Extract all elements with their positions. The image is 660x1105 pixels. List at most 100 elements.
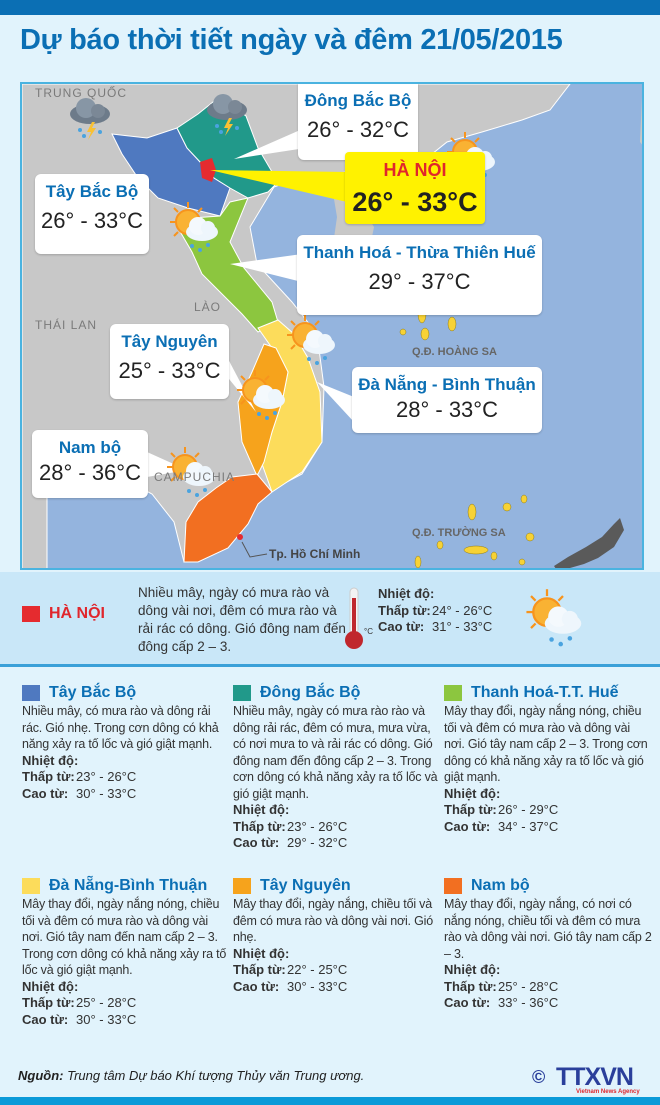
callout-temp: 26° - 33°C: [41, 208, 143, 233]
high-value: 34° - 37°C: [498, 818, 559, 834]
callout-region-name: HÀ NỘI: [383, 160, 447, 180]
callout-da-nang-binh-thuan: Đà Nẵng - Bình Thuận 28° - 33°C: [352, 367, 542, 433]
region-color-swatch: [444, 877, 462, 894]
high-value: 33° - 36°C: [498, 995, 559, 1010]
low-value: 23° - 26°C: [76, 769, 137, 784]
region-color-swatch: [22, 877, 40, 894]
region-nam-bo: [183, 473, 273, 563]
temp-title: Nhiệt độ:: [22, 752, 79, 768]
region-title: Nam bộ: [444, 876, 652, 895]
high-label: Cao từ:: [444, 995, 491, 1010]
high-value: 30° - 33°C: [287, 978, 348, 994]
low-label: Thấp từ:: [444, 802, 497, 817]
truong-sa-islands: [414, 494, 535, 568]
callout-tay-bac-bo: Tây Bắc Bộ 26° - 33°C: [35, 174, 149, 254]
label-laos: LÀO: [194, 300, 222, 314]
region-hanoi: [200, 158, 216, 182]
callout-dong-bac-bo: Đông Bắc Bộ 26° - 32°C: [298, 84, 418, 160]
label-truong-sa: Q.Đ. TRƯỜNG SA: [412, 527, 506, 539]
luzon-edge: [640, 97, 642, 145]
region-dong-bac-bo: Đông Bắc Bộ Nhiều mây, ngày có mưa rào r…: [233, 683, 439, 852]
region-description: Mây thay đổi, ngày nắng, chiều tối và đê…: [233, 897, 433, 944]
hcm-city-leader: [241, 541, 268, 558]
high-label: Cao từ:: [378, 619, 425, 634]
palawan-island: [554, 518, 624, 568]
low-value: 24° - 26°C: [432, 602, 493, 618]
region-title: Tây Bắc Bộ: [22, 683, 230, 702]
temp-title: Nhiệt độ:: [233, 802, 290, 817]
region-description: Mây thay đổi, ngày nắng nóng, chiều tối …: [22, 897, 227, 977]
region-description: Nhiều mây, ngày có mưa rào rào và dông r…: [233, 704, 438, 801]
callout-ha-noi: HÀ NỘI 26° - 33°C: [345, 152, 485, 224]
bottom-bar: [0, 1097, 660, 1105]
logo-tagline: Vietnam News Agency: [576, 1089, 640, 1095]
low-value: 26° - 29°C: [498, 802, 559, 817]
callout-region-name: Đà Nẵng - Bình Thuận: [358, 375, 536, 394]
low-label: Thấp từ:: [233, 962, 286, 977]
low-value: 23° - 26°C: [287, 818, 348, 834]
callout-pointer-da-nang: [317, 382, 354, 422]
low-label: Thấp từ:: [233, 818, 286, 834]
callout-region-name: Đông Bắc Bộ: [304, 91, 412, 110]
region-description: Mây thay đổi, ngày nắng nóng, chiều tối …: [444, 704, 648, 784]
high-label: Cao từ:: [444, 818, 491, 834]
region-name: Nam bộ: [471, 877, 530, 894]
temp-title: Nhiệt độ:: [444, 962, 501, 977]
label-hoang-sa: Q.Đ. HOÀNG SA: [412, 346, 497, 358]
temp-title: Nhiệt độ:: [22, 978, 79, 994]
high-value: 30° - 33°C: [76, 785, 137, 801]
low-label: Thấp từ:: [378, 602, 431, 618]
hanoi-label: HÀ NỘI: [22, 605, 105, 623]
hcm-city-marker: [237, 534, 243, 540]
region-color-swatch: [22, 684, 40, 701]
hanoi-name: HÀ NỘI: [49, 605, 105, 622]
region-color-swatch: [233, 877, 251, 894]
callout-pointer-dong-bac: [234, 127, 312, 159]
ttxvn-logo: © TTXVN Vietnam News Agency: [532, 1063, 647, 1097]
hanoi-color-swatch: [22, 605, 40, 622]
high-label: Cao từ:: [22, 1011, 69, 1027]
region-description: Mây thay đổi, ngày nắng, có nơi có nắng …: [444, 897, 652, 961]
thermometer-unit: °C: [364, 627, 373, 636]
label-china: TRUNG QUỐC: [35, 86, 127, 100]
thermometer-icon: °C: [345, 587, 373, 649]
page-title: Dự báo thời tiết ngày và đêm 21/05/2015: [20, 24, 563, 56]
region-name: Tây Nguyên: [260, 877, 351, 894]
region-tay-nguyen: Tây Nguyên Mây thay đổi, ngày nắng, chiề…: [233, 876, 441, 995]
region-title: Đà Nẵng-Bình Thuận: [22, 876, 230, 895]
callout-temp: 29° - 37°C: [368, 269, 471, 294]
high-value: 31° - 33°C: [432, 619, 493, 634]
source-note: Nguồn: Trung tâm Dự báo Khí tượng Thủy v…: [18, 1068, 364, 1083]
sun-cloud-rain-icon: [525, 588, 583, 648]
region-thanh-hoa-hue: Thanh Hoá-T.T. Huế Mây thay đổi, ngày nắ…: [444, 683, 652, 835]
low-label: Thấp từ:: [22, 769, 75, 784]
label-thailand: THÁI LAN: [35, 318, 98, 332]
region-title: Tây Nguyên: [233, 876, 441, 895]
callout-thanh-hoa-hue: Thanh Hoá - Thừa Thiên Huế 29° - 37°C: [297, 235, 542, 315]
low-label: Thấp từ:: [22, 995, 75, 1010]
callout-temp: 25° - 33°C: [118, 358, 221, 383]
callout-nam-bo: Nam bộ 28° - 36°C: [32, 430, 148, 498]
low-label: Thấp từ:: [444, 978, 497, 994]
hanoi-forecast-strip: HÀ NỘI Nhiều mây, ngày có mưa rào và dôn…: [0, 572, 660, 667]
label-hcm-city: Tp. Hồ Chí Minh: [269, 547, 361, 561]
region-nam-bo: Nam bộ Mây thay đổi, ngày nắng, có nơi c…: [444, 876, 652, 1012]
top-bar: [0, 0, 660, 15]
temp-title: Nhiệt độ:: [233, 945, 290, 961]
callout-temp: 28° - 33°C: [396, 397, 498, 422]
callout-pointer-hanoi: [210, 170, 347, 202]
low-value: 22° - 25°C: [287, 962, 348, 977]
callout-temp: 26° - 32°C: [307, 117, 409, 142]
high-label: Cao từ:: [233, 978, 280, 994]
region-tay-bac-bo: Tây Bắc Bộ Nhiều mây, có mưa rào và dông…: [22, 683, 230, 802]
region-title: Thanh Hoá-T.T. Huế: [444, 683, 652, 702]
callout-temp: 28° - 36°C: [39, 460, 141, 485]
high-value: 29° - 32°C: [287, 835, 348, 850]
callout-region-name: Tây Nguyên: [121, 332, 218, 351]
label-cambodia: CAMPUCHIA: [154, 470, 236, 484]
temp-title: Nhiệt độ:: [378, 586, 435, 601]
region-name: Thanh Hoá-T.T. Huế: [471, 684, 619, 701]
callout-region-name: Nam bộ: [58, 438, 122, 457]
region-da-nang-binh-thuan: Đà Nẵng-Bình Thuận Mây thay đổi, ngày nắ…: [22, 876, 230, 1028]
high-value: 30° - 33°C: [76, 1011, 137, 1027]
